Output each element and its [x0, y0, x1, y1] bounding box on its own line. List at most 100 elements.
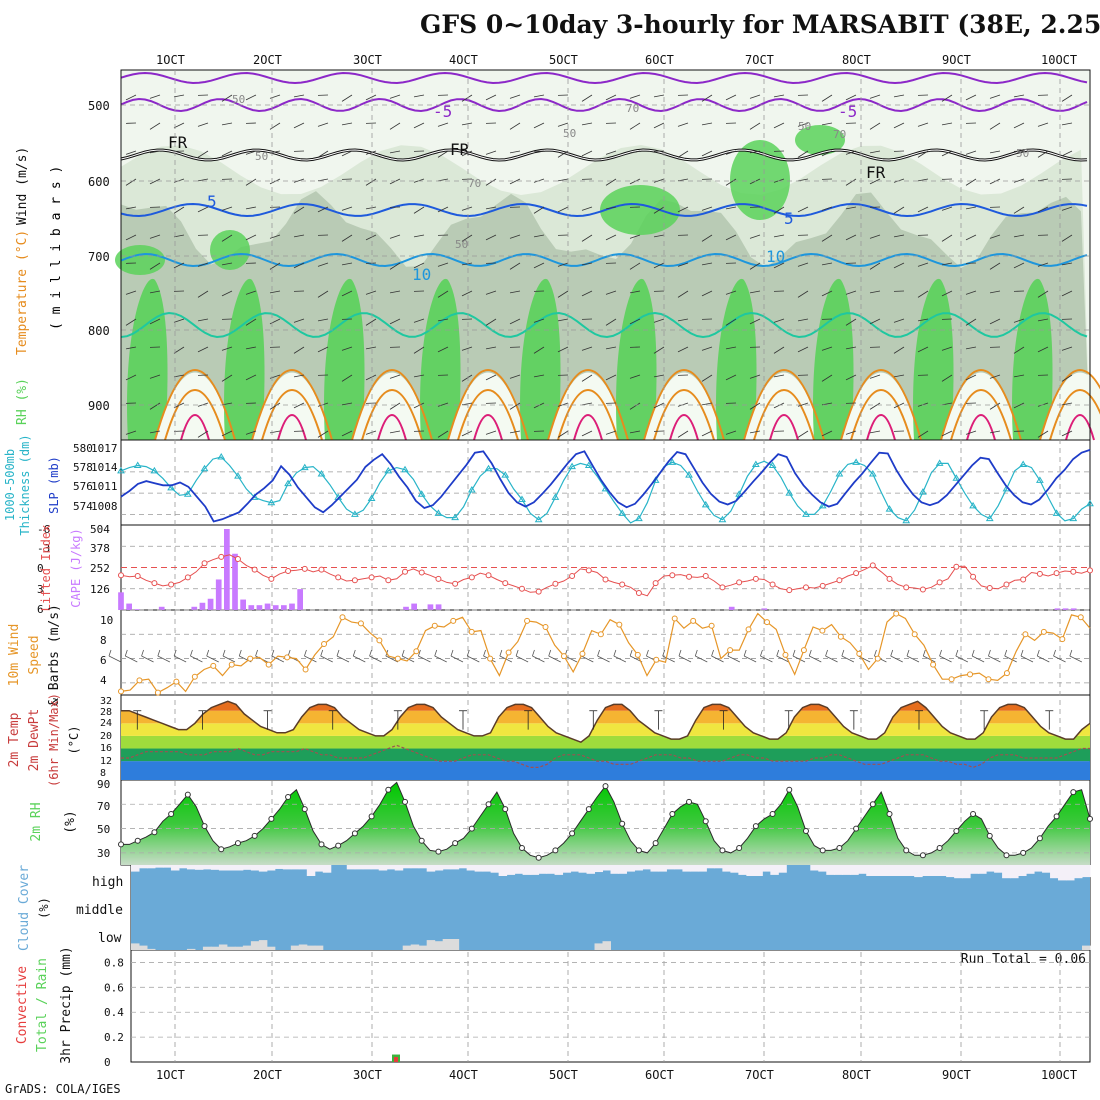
isotherm-20 [154, 369, 236, 441]
isotherm-20 [251, 369, 333, 441]
wind-barb [845, 178, 857, 186]
high-cloud-gap [658, 865, 667, 872]
credit-text: GrADS: COLA/IGES [5, 1082, 121, 1096]
wind-barb [653, 318, 665, 323]
rh-marker [1070, 789, 1077, 796]
li-marker [368, 574, 375, 581]
high-cloud-gap [650, 865, 659, 872]
thickness-marker [985, 514, 994, 522]
bottom-day-label: 10OCT [1041, 1068, 1077, 1082]
wind-speed-marker [930, 661, 937, 668]
wind-barb [485, 150, 497, 155]
wind-barb [533, 122, 545, 129]
rh-marker [385, 786, 392, 793]
wind-barb [821, 346, 833, 351]
cape-bar [264, 603, 271, 610]
high-cloud-gap [1050, 865, 1059, 879]
wind-barb [509, 290, 521, 294]
thickness-marker [484, 464, 493, 472]
wind-barb [341, 122, 353, 126]
wind-barb [365, 318, 377, 326]
thickness-tick: 574 [73, 500, 93, 513]
surface-wind-barb [515, 655, 529, 663]
wind-barb [773, 374, 785, 378]
wind-barb [269, 178, 281, 185]
rh-marker [285, 794, 292, 800]
li-tick: 3 [37, 583, 44, 596]
rh-marker [752, 823, 759, 830]
high-cloud-gap [370, 865, 380, 870]
wind-barb [773, 262, 785, 269]
wind-barb [629, 262, 641, 270]
contour-label: 5 [784, 209, 794, 228]
wind-barb [437, 178, 449, 182]
rh-marker [702, 818, 709, 825]
wind-barb [941, 94, 953, 102]
contour-label: 70 [833, 128, 846, 141]
surface-wind-barb-flag [629, 649, 633, 657]
wind-barb [917, 430, 929, 438]
wind-barb [845, 150, 857, 155]
cape-bar [728, 606, 735, 610]
high-cloud-gap [962, 865, 971, 879]
cloud-units-line: (%) [37, 897, 51, 919]
rh-marker [635, 847, 642, 854]
wind-barb [1037, 122, 1049, 127]
rh-marker [134, 837, 141, 844]
contour-label: -5 [433, 102, 452, 121]
wind-barb [749, 290, 761, 294]
wind-barb [845, 346, 857, 350]
wind-barb [461, 206, 473, 211]
wind-barb [509, 94, 521, 99]
high-cloud-gap [898, 865, 907, 876]
thickness-ylabel-line: 1000-500mb [3, 449, 17, 521]
thickness-marker [668, 458, 677, 465]
bottom-day-label: 6OCT [645, 1068, 674, 1082]
surface-wind-barb-flag [971, 649, 975, 657]
li-marker [318, 566, 325, 573]
wind-barb [965, 290, 977, 295]
precip-ylabel-1: 3hr Precip (mm) [59, 946, 74, 1063]
pressure-tick: 900 [88, 399, 110, 413]
wind-barb [629, 122, 641, 130]
rh-marker [1020, 849, 1027, 856]
surface-wind-barb-flag [1036, 649, 1040, 657]
high-cloud-gap [282, 865, 292, 870]
wind-barb [965, 430, 977, 435]
wind-barb [509, 178, 521, 185]
thickness-marker [768, 461, 777, 468]
surface-wind-barb [825, 655, 838, 663]
li-marker [1020, 576, 1027, 583]
low-cloud-bar [218, 944, 228, 950]
high-cloud-gap [522, 865, 532, 875]
wind-barb [821, 290, 833, 297]
wind-speed-marker [616, 621, 623, 628]
wind-barb [581, 290, 593, 297]
wind-barb [605, 94, 617, 101]
wind-barb [1037, 430, 1049, 438]
wind-barb [365, 346, 377, 350]
wind-barb [581, 402, 593, 406]
surface-wind-barb [711, 655, 724, 663]
li-marker [853, 570, 860, 577]
wind-barb [749, 262, 761, 270]
contour-label: 50 [255, 150, 268, 163]
wind-barb [941, 206, 953, 211]
wind-barb [437, 290, 449, 298]
wind-barb [245, 430, 257, 435]
wind-barb [437, 206, 449, 213]
surface-wind-barb-flag [597, 649, 600, 657]
wind-barb [389, 318, 401, 325]
wind-barb [749, 402, 761, 410]
wind-barb [293, 318, 305, 323]
surface-wind-barb-flag [369, 649, 372, 657]
wind-barb [197, 122, 209, 127]
chart-title: GFS 0~10day 3-hourly for MARSABIT (38E, … [420, 10, 1100, 39]
rh-tick: 30 [97, 847, 110, 860]
cloud-level-high: high [92, 875, 123, 890]
high-cloud-gap [210, 865, 220, 870]
high-cloud-gap [498, 865, 508, 876]
wind-barb [1013, 206, 1025, 214]
wind-barb [725, 290, 737, 295]
bottom-day-label: 1OCT [156, 1068, 185, 1082]
